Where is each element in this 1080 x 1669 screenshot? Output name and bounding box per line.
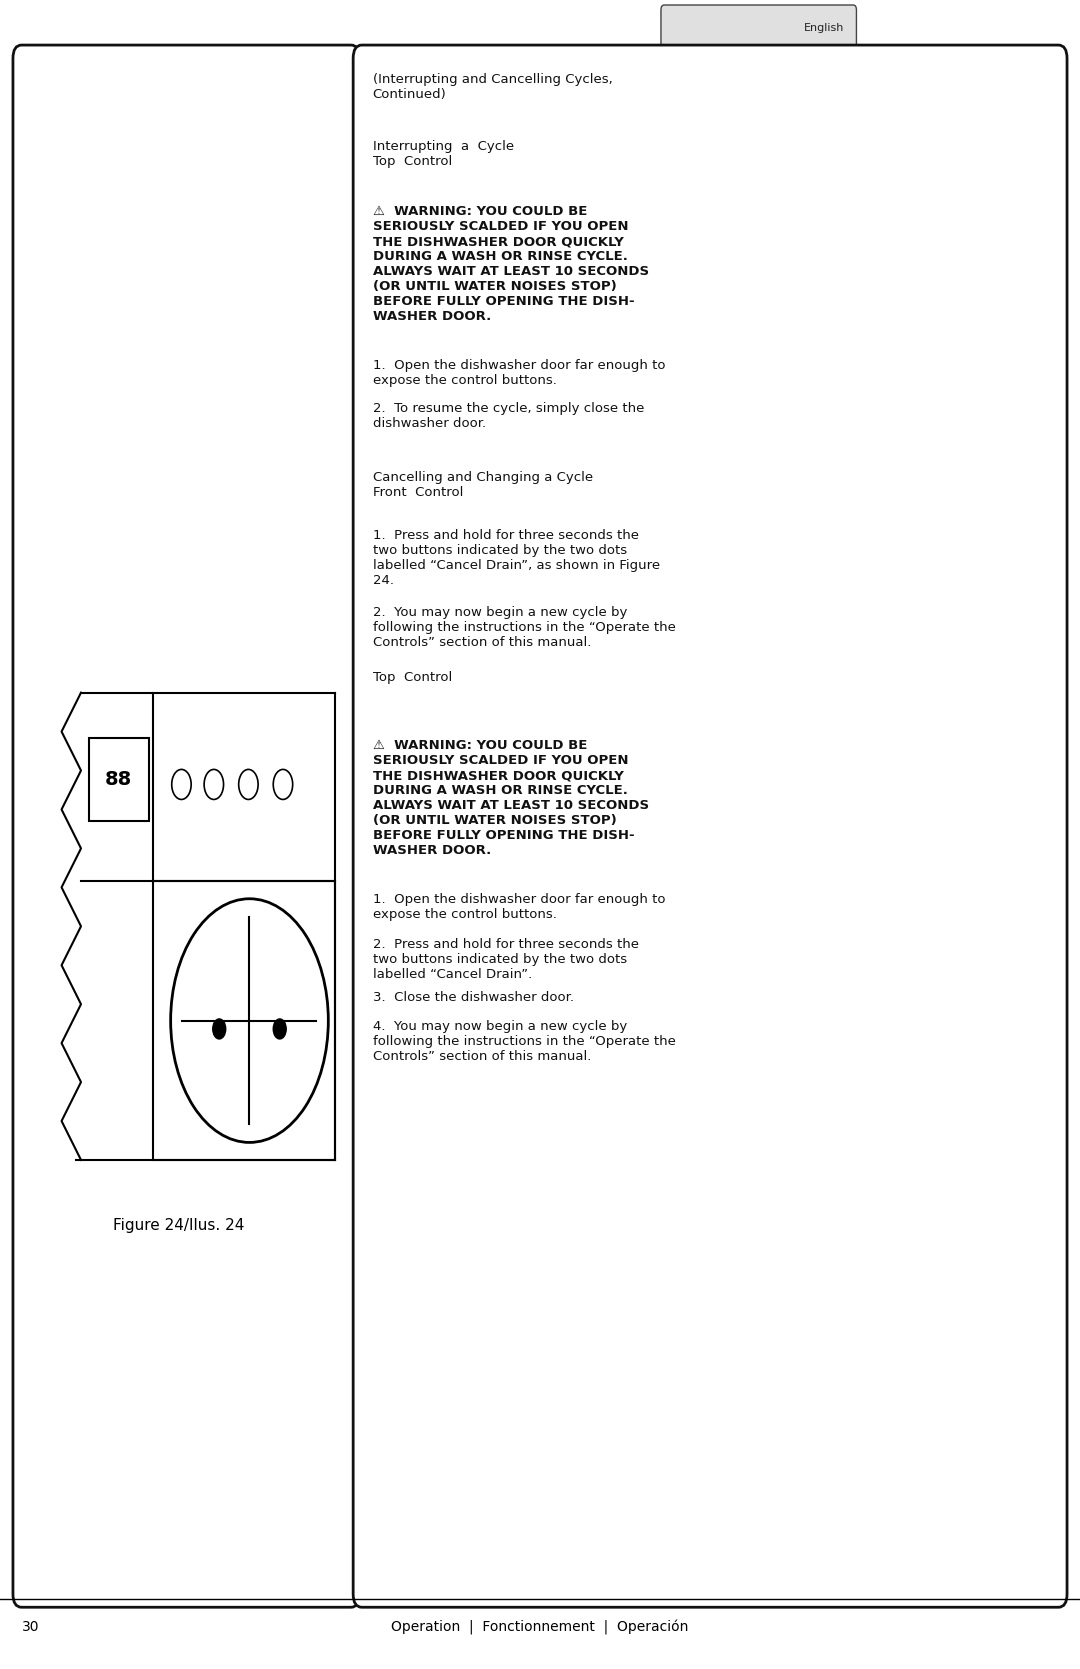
Circle shape bbox=[213, 1018, 226, 1038]
Bar bbox=[89, 738, 149, 821]
Text: 30: 30 bbox=[22, 1621, 39, 1634]
Text: Figure 24/Ilus. 24: Figure 24/Ilus. 24 bbox=[112, 1218, 244, 1233]
Text: ⚠  WARNING: YOU COULD BE
SERIOUSLY SCALDED IF YOU OPEN
THE DISHWASHER DOOR QUICK: ⚠ WARNING: YOU COULD BE SERIOUSLY SCALDE… bbox=[373, 739, 649, 858]
Text: 1.  Open the dishwasher door far enough to
expose the control buttons.: 1. Open the dishwasher door far enough t… bbox=[373, 893, 665, 921]
Text: 4.  You may now begin a new cycle by
following the instructions in the “Operate : 4. You may now begin a new cycle by foll… bbox=[373, 1020, 675, 1063]
Text: Operation  |  Fonctionnement  |  Operación: Operation | Fonctionnement | Operación bbox=[391, 1621, 689, 1634]
Circle shape bbox=[273, 769, 293, 799]
FancyBboxPatch shape bbox=[353, 45, 1067, 1607]
Text: 2.  You may now begin a new cycle by
following the instructions in the “Operate : 2. You may now begin a new cycle by foll… bbox=[373, 606, 675, 649]
Text: 3.  Close the dishwasher door.: 3. Close the dishwasher door. bbox=[373, 991, 573, 1005]
Text: Interrupting  a  Cycle
Top  Control: Interrupting a Cycle Top Control bbox=[373, 140, 514, 169]
Text: 1.  Press and hold for three seconds the
two buttons indicated by the two dots
l: 1. Press and hold for three seconds the … bbox=[373, 529, 660, 587]
FancyBboxPatch shape bbox=[661, 5, 856, 52]
Text: Cancelling and Changing a Cycle
Front  Control: Cancelling and Changing a Cycle Front Co… bbox=[373, 471, 593, 499]
Text: 2.  Press and hold for three seconds the
two buttons indicated by the two dots
l: 2. Press and hold for three seconds the … bbox=[373, 938, 638, 981]
Text: 88: 88 bbox=[105, 769, 133, 789]
Bar bbox=[153, 881, 335, 1160]
Text: 1.  Open the dishwasher door far enough to
expose the control buttons.: 1. Open the dishwasher door far enough t… bbox=[373, 359, 665, 387]
Circle shape bbox=[273, 1018, 286, 1038]
Text: 2.  To resume the cycle, simply close the
dishwasher door.: 2. To resume the cycle, simply close the… bbox=[373, 402, 644, 431]
FancyBboxPatch shape bbox=[13, 45, 360, 1607]
Text: (Interrupting and Cancelling Cycles,
Continued): (Interrupting and Cancelling Cycles, Con… bbox=[373, 73, 612, 102]
Circle shape bbox=[204, 769, 224, 799]
Text: Top  Control: Top Control bbox=[373, 671, 451, 684]
Text: English: English bbox=[805, 23, 845, 33]
Circle shape bbox=[172, 769, 191, 799]
Text: ⚠  WARNING: YOU COULD BE
SERIOUSLY SCALDED IF YOU OPEN
THE DISHWASHER DOOR QUICK: ⚠ WARNING: YOU COULD BE SERIOUSLY SCALDE… bbox=[373, 205, 649, 324]
Circle shape bbox=[239, 769, 258, 799]
Circle shape bbox=[171, 898, 328, 1142]
